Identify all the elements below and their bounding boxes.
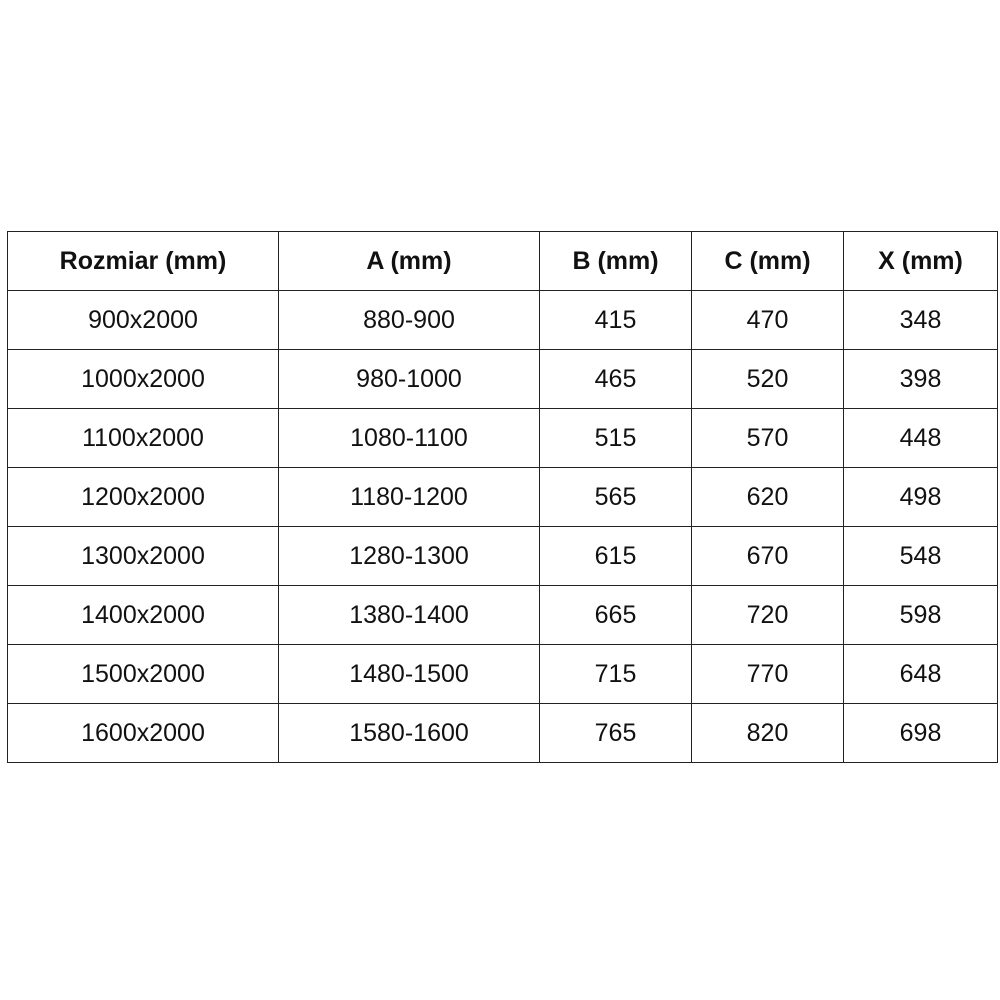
table-cell: 765 <box>539 703 692 763</box>
table-cell: 1080-1100 <box>278 408 540 468</box>
table-row: 1400x2000 1380-1400 665 720 598 <box>7 585 998 645</box>
table-cell: 520 <box>691 349 844 409</box>
table-cell: 348 <box>843 290 998 350</box>
table-row: 1100x2000 1080-1100 515 570 448 <box>7 408 998 468</box>
table-cell: 465 <box>539 349 692 409</box>
table-row: 1200x2000 1180-1200 565 620 498 <box>7 467 998 527</box>
table-cell: 398 <box>843 349 998 409</box>
table-row: 1300x2000 1280-1300 615 670 548 <box>7 526 998 586</box>
table-cell: 698 <box>843 703 998 763</box>
table-cell: 900x2000 <box>7 290 279 350</box>
table-cell: 648 <box>843 644 998 704</box>
header-row: Rozmiar (mm) A (mm) B (mm) C (mm) X (mm) <box>7 231 998 291</box>
column-header: X (mm) <box>843 231 998 291</box>
column-header: A (mm) <box>278 231 540 291</box>
table-cell: 820 <box>691 703 844 763</box>
table-cell: 548 <box>843 526 998 586</box>
table-cell: 448 <box>843 408 998 468</box>
table-cell: 715 <box>539 644 692 704</box>
column-header: C (mm) <box>691 231 844 291</box>
table-cell: 470 <box>691 290 844 350</box>
table-cell: 1480-1500 <box>278 644 540 704</box>
column-header: B (mm) <box>539 231 692 291</box>
table-cell: 665 <box>539 585 692 645</box>
table-cell: 880-900 <box>278 290 540 350</box>
table-cell: 570 <box>691 408 844 468</box>
table-row: 900x2000 880-900 415 470 348 <box>7 290 998 350</box>
table-cell: 615 <box>539 526 692 586</box>
table-cell: 565 <box>539 467 692 527</box>
table-cell: 1280-1300 <box>278 526 540 586</box>
table-cell: 1580-1600 <box>278 703 540 763</box>
table-cell: 1300x2000 <box>7 526 279 586</box>
table-cell: 1100x2000 <box>7 408 279 468</box>
table-cell: 1380-1400 <box>278 585 540 645</box>
table-cell: 670 <box>691 526 844 586</box>
table-row: 1500x2000 1480-1500 715 770 648 <box>7 644 998 704</box>
table-row: 1000x2000 980-1000 465 520 398 <box>7 349 998 409</box>
table-cell: 415 <box>539 290 692 350</box>
table-cell: 1500x2000 <box>7 644 279 704</box>
table-cell: 620 <box>691 467 844 527</box>
table-cell: 720 <box>691 585 844 645</box>
table-cell: 1200x2000 <box>7 467 279 527</box>
column-header: Rozmiar (mm) <box>7 231 279 291</box>
table-cell: 598 <box>843 585 998 645</box>
table-cell: 1000x2000 <box>7 349 279 409</box>
table-cell: 515 <box>539 408 692 468</box>
table-cell: 980-1000 <box>278 349 540 409</box>
table-row: 1600x2000 1580-1600 765 820 698 <box>7 703 998 763</box>
table-cell: 1600x2000 <box>7 703 279 763</box>
table-cell: 1180-1200 <box>278 467 540 527</box>
dimensions-table: Rozmiar (mm) A (mm) B (mm) C (mm) X (mm) 900… <box>7 231 998 763</box>
table-cell: 770 <box>691 644 844 704</box>
table-cell: 1400x2000 <box>7 585 279 645</box>
table-cell: 498 <box>843 467 998 527</box>
